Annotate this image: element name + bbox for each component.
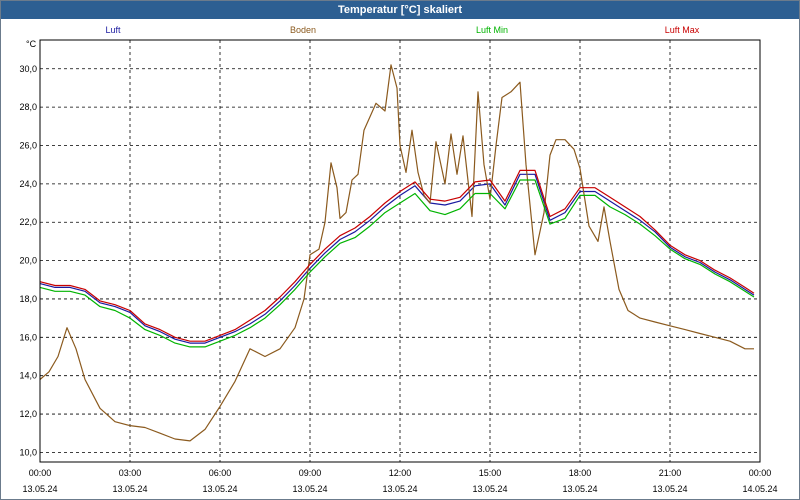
x-tick-date-label: 13.05.24 bbox=[382, 484, 417, 494]
chart-title: Temperatur [°C] skaliert bbox=[1, 1, 799, 19]
plot-area-border bbox=[39, 39, 761, 463]
x-tick-time-label: 12:00 bbox=[389, 468, 412, 478]
x-tick-date-label: 13.05.24 bbox=[652, 484, 687, 494]
grid bbox=[40, 40, 760, 462]
y-tick-label: 20,0 bbox=[19, 256, 37, 266]
x-tick-date-label: 13.05.24 bbox=[292, 484, 327, 494]
x-tick-date-label: 13.05.24 bbox=[112, 484, 147, 494]
x-tick-time-label: 03:00 bbox=[119, 468, 142, 478]
legend: Luft Boden Luft Min Luft Max bbox=[105, 25, 699, 35]
x-tick-time-label: 15:00 bbox=[479, 468, 502, 478]
x-tick-date-label: 13.05.24 bbox=[202, 484, 237, 494]
axes: 10,0 12,0 14,0 16,0 18,0 20,0 22,0 24,0 26,0 28,0… bbox=[19, 64, 777, 494]
series-line-luft bbox=[39, 173, 755, 344]
y-tick-label: 24,0 bbox=[19, 179, 37, 189]
legend-entry-luft-max: Luft Max bbox=[665, 25, 700, 35]
series-line-luft-min bbox=[39, 179, 755, 348]
x-tick-time-label: 21:00 bbox=[659, 468, 682, 478]
y-tick-label: 28,0 bbox=[19, 102, 37, 112]
y-tick-label: 16,0 bbox=[19, 332, 37, 342]
x-tick-date-label: 13.05.24 bbox=[562, 484, 597, 494]
x-tick-time-label: 09:00 bbox=[299, 468, 322, 478]
y-tick-label: 18,0 bbox=[19, 294, 37, 304]
y-tick-label: 10,0 bbox=[19, 447, 37, 457]
x-tick-date-label: 13.05.24 bbox=[22, 484, 57, 494]
legend-entry-luft-min: Luft Min bbox=[476, 25, 508, 35]
x-tick-time-label: 00:00 bbox=[29, 468, 52, 478]
x-tick-time-label: 00:00 bbox=[749, 468, 772, 478]
series-lines bbox=[39, 64, 755, 442]
y-tick-label: 26,0 bbox=[19, 141, 37, 151]
y-tick-label: 12,0 bbox=[19, 409, 37, 419]
legend-entry-luft: Luft bbox=[105, 25, 121, 35]
x-tick-date-label: 14.05.24 bbox=[742, 484, 777, 494]
y-tick-label: 22,0 bbox=[19, 217, 37, 227]
y-tick-label: 14,0 bbox=[19, 371, 37, 381]
x-tick-time-label: 06:00 bbox=[209, 468, 232, 478]
y-axis-unit-label: °C bbox=[26, 39, 37, 49]
series-line-luft-max bbox=[39, 169, 755, 342]
x-tick-time-label: 18:00 bbox=[569, 468, 592, 478]
y-tick-label: 30,0 bbox=[19, 64, 37, 74]
legend-entry-boden: Boden bbox=[290, 25, 316, 35]
series-line-boden bbox=[39, 64, 754, 442]
x-tick-date-label: 13.05.24 bbox=[472, 484, 507, 494]
